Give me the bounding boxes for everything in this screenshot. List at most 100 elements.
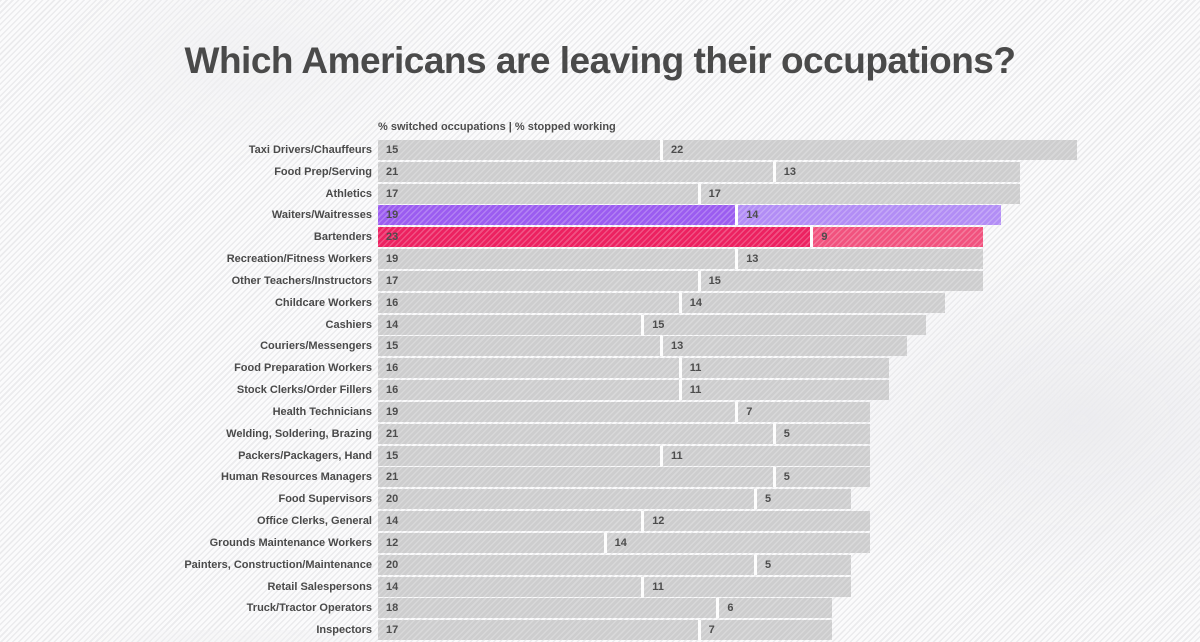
segment-divider (735, 249, 739, 270)
row-label: Recreation/Fitness Workers (226, 253, 372, 266)
stacked-bar: 20 5 (378, 554, 851, 575)
bar-segment-switched: 15 (378, 445, 660, 466)
stacked-bar: 23 9 (378, 227, 983, 248)
segment-divider (678, 380, 682, 401)
stacked-bar: 16 11 (378, 358, 889, 379)
row-label: Welding, Soldering, Brazing (226, 427, 372, 440)
segment-divider (641, 314, 645, 335)
bar-segment-stopped: 5 (775, 423, 870, 444)
bar-segment-stopped: 6 (719, 598, 833, 619)
row-label: Food Prep/Serving (274, 165, 372, 178)
bar-segment-switched: 17 (378, 270, 698, 291)
stacked-bar: 14 11 (378, 576, 851, 597)
stacked-bar: 21 5 (378, 423, 870, 444)
row-label: Packers/Packagers, Hand (238, 449, 372, 462)
segment-divider (810, 227, 814, 248)
bar-segment-stopped: 11 (644, 576, 851, 597)
bar-segment-stopped: 7 (738, 401, 870, 422)
bar-segment-stopped: 11 (681, 380, 889, 401)
stacked-bar: 21 13 (378, 161, 1021, 182)
bar-segment-switched: 21 (378, 423, 773, 444)
chart-row: Food Supervisors 20 5 (0, 489, 1200, 510)
chart-row: Waiters/Waitresses 19 14 (0, 205, 1200, 226)
bar-segment-switched: 17 (378, 620, 698, 641)
stacked-bar: 15 22 (378, 140, 1077, 160)
bar-segment-switched: 15 (378, 140, 660, 160)
segment-divider (735, 205, 739, 226)
bar-segment-stopped: 5 (757, 554, 851, 575)
row-label: Taxi Drivers/Chauffeurs (248, 144, 372, 156)
bar-segment-stopped: 22 (663, 140, 1077, 160)
segment-divider (772, 161, 776, 182)
chart-row: Health Technicians 19 7 (0, 401, 1200, 422)
stacked-bar: 17 7 (378, 620, 833, 641)
row-label: Cashiers (325, 318, 372, 331)
chart-row: Couriers/Messengers 15 13 (0, 336, 1200, 357)
segment-divider (660, 445, 663, 466)
chart-row: Welding, Soldering, Brazing 21 5 (0, 423, 1200, 444)
segment-divider (660, 336, 663, 357)
bar-segment-stopped: 11 (663, 445, 870, 466)
stacked-bar: 14 15 (378, 314, 927, 335)
bar-segment-switched: 12 (378, 532, 604, 553)
bar-segment-switched: 23 (378, 227, 811, 248)
stacked-bar: 15 13 (378, 336, 908, 357)
stacked-bar: 14 12 (378, 511, 870, 532)
row-label: Truck/Tractor Operators (246, 602, 372, 615)
bar-segment-stopped: 5 (757, 489, 851, 510)
chart-row: Cashiers 14 15 (0, 314, 1200, 335)
chart-row: Inspectors 17 7 (0, 620, 1200, 641)
row-label: Office Clerks, General (257, 515, 372, 528)
bar-segment-switched: 16 (378, 380, 679, 401)
bar-segment-stopped: 13 (738, 249, 983, 270)
stacked-bar: 19 13 (378, 249, 983, 270)
segment-divider (754, 554, 757, 575)
row-label: Waiters/Waitresses (271, 209, 372, 222)
segment-divider (716, 598, 720, 619)
stacked-bar: 20 5 (378, 489, 851, 510)
chart-row: Packers/Packagers, Hand 15 11 (0, 445, 1200, 466)
row-label: Athletics (325, 187, 372, 200)
stacked-bar: 15 11 (378, 445, 870, 466)
bar-segment-switched: 20 (378, 489, 754, 510)
bar-segment-switched: 19 (378, 205, 736, 226)
bar-segment-switched: 19 (378, 249, 736, 270)
row-label: Childcare Workers (274, 296, 372, 309)
row-label: Health Technicians (272, 405, 372, 418)
bar-segment-switched: 21 (378, 161, 773, 182)
bar-segment-stopped: 9 (813, 227, 983, 248)
chart-row: Food Preparation Workers 16 11 (0, 358, 1200, 379)
segment-divider (603, 532, 607, 553)
stacked-bar: 18 6 (378, 598, 833, 619)
row-label: Food Preparation Workers (234, 362, 372, 375)
row-label: Painters, Construction/Maintenance (184, 558, 372, 571)
bar-segment-switched: 14 (378, 314, 642, 335)
bar-segment-stopped: 5 (775, 467, 870, 488)
row-label: Bartenders (313, 231, 372, 244)
stacked-bar: 16 14 (378, 292, 945, 313)
bar-segment-switched: 15 (378, 336, 660, 357)
bar-segment-switched: 18 (378, 598, 717, 619)
bar-segment-switched: 16 (378, 358, 679, 379)
segment-divider (754, 489, 757, 510)
segment-divider (735, 401, 739, 422)
row-label: Retail Salespersons (267, 580, 372, 593)
bar-segment-stopped: 17 (700, 183, 1021, 204)
bar-segment-switched: 21 (378, 467, 773, 488)
stacked-bar: 12 14 (378, 532, 870, 553)
chart-title: Which Americans are leaving their occupa… (184, 40, 1016, 81)
bar-segment-switched: 17 (378, 183, 698, 204)
bar-segment-switched: 14 (378, 576, 642, 597)
chart-row: Grounds Maintenance Workers 12 14 (0, 532, 1200, 553)
chart-row: Office Clerks, General 14 12 (0, 511, 1200, 532)
chart-row: Other Teachers/Instructors 17 15 (0, 270, 1200, 291)
bar-segment-stopped: 14 (681, 292, 945, 313)
chart-row: Painters, Construction/Maintenance 20 5 (0, 554, 1200, 575)
row-label: Couriers/Messengers (260, 340, 372, 353)
chart-row: Stock Clerks/Order Fillers 16 11 (0, 380, 1200, 401)
bar-segment-switched: 20 (378, 554, 754, 575)
bar-segment-stopped: 14 (738, 205, 1002, 226)
row-label: Stock Clerks/Order Fillers (236, 384, 372, 397)
chart-row: Human Resources Managers 21 5 (0, 467, 1200, 488)
bar-chart: Taxi Drivers/Chauffeurs 15 22 Food Prep/Ser… (0, 140, 1200, 642)
